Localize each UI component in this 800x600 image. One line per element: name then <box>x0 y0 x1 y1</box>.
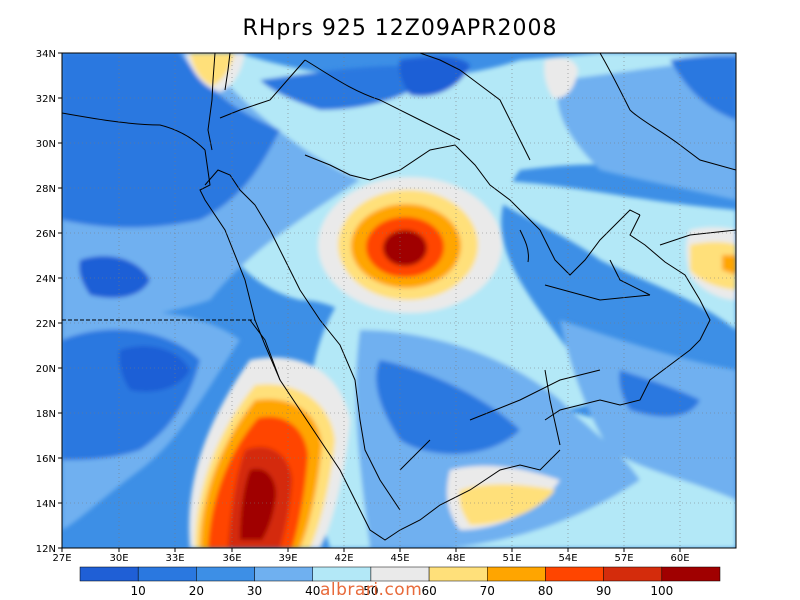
colorbar-swatch <box>79 566 139 582</box>
lat-label: 34N <box>36 49 56 60</box>
colorbar-swatch <box>312 566 372 582</box>
coastlines <box>62 53 736 541</box>
colorbar-swatch <box>603 566 663 582</box>
colorbar-level-label: 70 <box>480 584 495 598</box>
lon-label: 30E <box>109 553 128 564</box>
lat-label: 20N <box>36 364 56 375</box>
colorbar-level-label: 20 <box>189 584 204 598</box>
lat-label: 32N <box>36 94 56 105</box>
lon-label: 48E <box>446 553 465 564</box>
lon-label: 27E <box>52 553 71 564</box>
colorbar-level-label: 40 <box>305 584 320 598</box>
colorbar-level-label: 90 <box>596 584 611 598</box>
lon-label: 45E <box>390 553 409 564</box>
colorbar-level-label: 100 <box>650 584 673 598</box>
rh-field <box>62 53 736 548</box>
colorbar-swatch <box>137 566 197 582</box>
colorbar-level-label: 80 <box>538 584 553 598</box>
colorbar-swatch <box>545 566 604 582</box>
colorbar-level-label: 60 <box>421 584 436 598</box>
colorbar-swatch <box>487 566 546 582</box>
lat-label: 16N <box>36 454 56 465</box>
colorbar-level-label: 30 <box>247 584 262 598</box>
tick-marks <box>58 52 681 552</box>
lat-label: 26N <box>36 229 56 240</box>
colorbar-level-label: 50 <box>363 584 378 598</box>
lon-label: 60E <box>670 553 689 564</box>
lat-label: 12N <box>36 544 56 555</box>
lat-label: 18N <box>36 409 56 420</box>
lon-label: 54E <box>558 553 577 564</box>
colorbar-swatch <box>196 566 255 582</box>
colorbar-swatch <box>428 566 488 582</box>
colorbar <box>79 566 721 582</box>
lon-label: 57E <box>614 553 633 564</box>
colorbar-swatch <box>370 566 430 582</box>
lon-label: 39E <box>278 553 297 564</box>
colorbar-labels: 10 20 30 40 50 60 70 80 90 100 <box>131 584 674 598</box>
lon-label: 36E <box>222 553 241 564</box>
map-title: RHprs 925 12Z09APR2008 <box>242 16 558 41</box>
colorbar-level-label: 10 <box>131 584 146 598</box>
colorbar-swatch <box>254 566 313 582</box>
lat-label: 30N <box>36 139 56 150</box>
lat-label: 24N <box>36 274 56 285</box>
lon-label: 33E <box>165 553 184 564</box>
graticule <box>62 53 736 548</box>
lon-label: 42E <box>334 553 353 564</box>
lat-label: 14N <box>36 499 56 510</box>
lat-label: 22N <box>36 319 56 330</box>
watermark-text: albrari.com <box>320 580 423 600</box>
lon-label: 51E <box>502 553 521 564</box>
colorbar-swatch <box>661 566 721 582</box>
lat-label: 28N <box>36 184 56 195</box>
map-frame <box>61 52 737 549</box>
